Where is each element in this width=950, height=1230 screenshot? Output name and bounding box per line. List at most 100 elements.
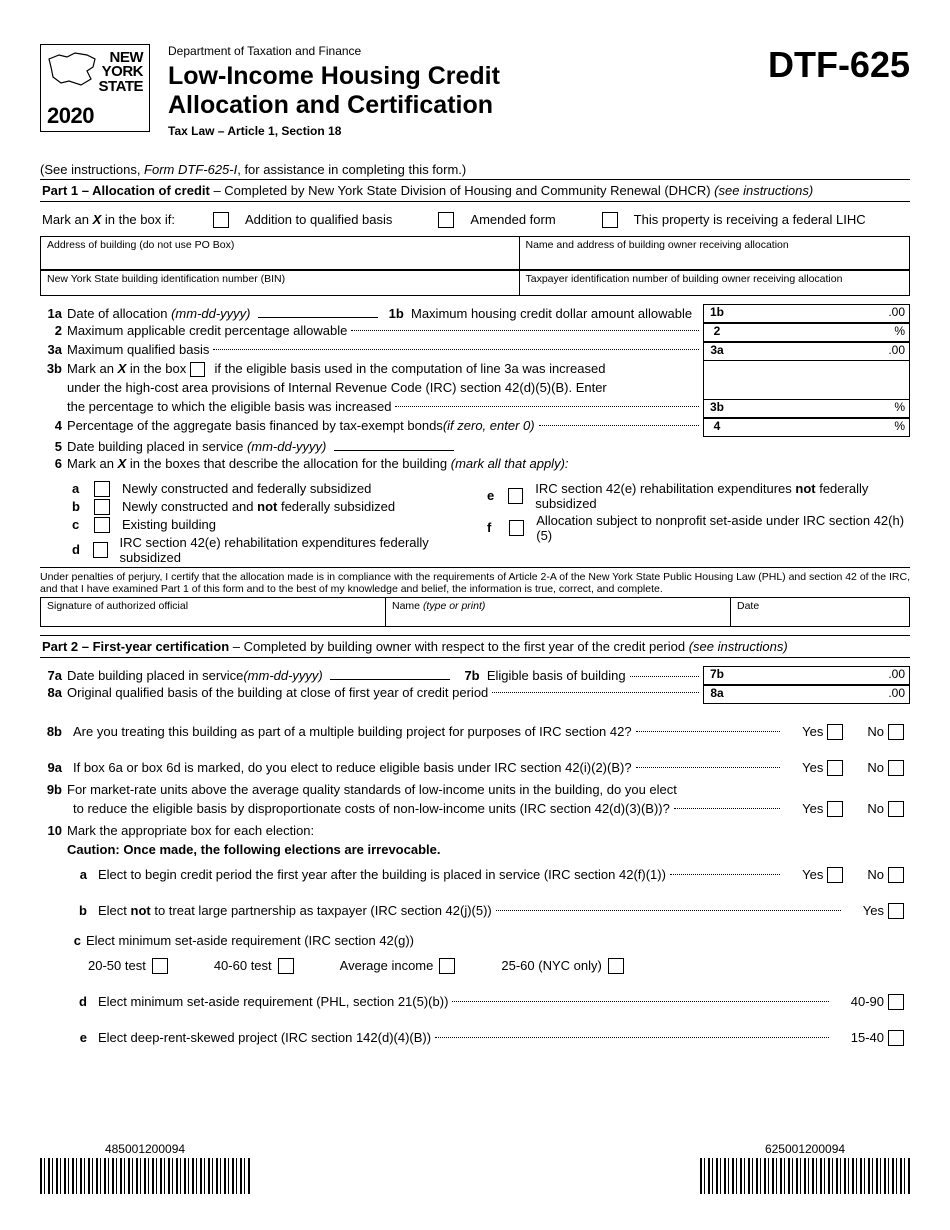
leader (539, 415, 699, 426)
form-title-l2: Allocation and Certification (168, 91, 712, 120)
l10a-txt: Elect to begin credit period the first y… (98, 867, 666, 882)
chk-6d[interactable] (93, 542, 108, 558)
q9b-a: For market-rate units above the average … (67, 782, 910, 797)
bin-field[interactable]: New York State building identification n… (40, 271, 519, 295)
l4-cell: 4 (703, 418, 730, 437)
sig-name[interactable]: Name (type or print) (385, 598, 730, 626)
chk-10b-yes[interactable] (888, 903, 904, 919)
mark-x: X (93, 212, 102, 227)
owner-address-field[interactable]: Name and address of building owner recei… (519, 237, 911, 269)
opt-addition: Addition to qualified basis (245, 212, 392, 227)
l10-txt: Mark the appropriate box for each electi… (67, 823, 910, 838)
l5-input[interactable] (334, 437, 454, 451)
chk-10a-yes[interactable] (827, 867, 843, 883)
l4-txt: Percentage of the aggregate basis financ… (67, 418, 443, 433)
l1b-value[interactable]: .00 (730, 304, 910, 323)
chk-6b[interactable] (94, 499, 110, 515)
l3b-a: if the eligible basis used in the comput… (211, 361, 606, 376)
instructions-note: (See instructions, Form DTF-625-I, for a… (40, 162, 910, 177)
no-lbl: No (867, 801, 884, 816)
chk-9a-yes[interactable] (827, 760, 843, 776)
chk-6f[interactable] (509, 520, 525, 536)
opt-4060: 40-60 test (214, 958, 272, 973)
c6b-a: Newly constructed and (122, 499, 257, 514)
l3a-txt: Maximum qualified basis (67, 342, 209, 357)
chk-2560[interactable] (608, 958, 624, 974)
chk-6c[interactable] (94, 517, 110, 533)
chk-9b-no[interactable] (888, 801, 904, 817)
chk-8b-yes[interactable] (827, 724, 843, 740)
q9a-txt: If box 6a or box 6d is marked, do you el… (73, 760, 632, 775)
chk-10e[interactable] (888, 1030, 904, 1046)
form-code: DTF-625 (730, 44, 910, 138)
l3a-value[interactable]: .00 (730, 342, 910, 361)
instr-pre: (See instructions, (40, 162, 144, 177)
l3b-value[interactable]: % (730, 399, 910, 418)
barcode-right: 625001200094 (700, 1142, 910, 1194)
part1-bar: Part 1 – Allocation of credit – Complete… (40, 179, 910, 202)
building-address-field[interactable]: Address of building (do not use PO Box) (40, 237, 519, 269)
part2-bar-italic: (see instructions) (689, 639, 788, 654)
l10b-a: Elect (98, 903, 131, 918)
chk-addition[interactable] (213, 212, 229, 228)
chk-9a-no[interactable] (888, 760, 904, 776)
chk-federal-lihc[interactable] (602, 212, 618, 228)
l2-value[interactable]: % (730, 323, 910, 342)
l7b-value[interactable]: .00 (730, 666, 910, 685)
chk-amended[interactable] (438, 212, 454, 228)
part2-bar-strong: Part 2 – First-year certification (42, 639, 229, 654)
instr-post: , for assistance in completing this form… (237, 162, 466, 177)
chk-2050[interactable] (152, 958, 168, 974)
c6e: IRC section 42(e) rehabilitation expendi… (535, 481, 910, 511)
part2-bar-rest: – Completed by building owner with respe… (229, 639, 689, 654)
perjury-text: Under penalties of perjury, I certify th… (40, 567, 910, 597)
l10e-lett: e (73, 1030, 92, 1045)
c6e-a: IRC section 42(e) rehabilitation expendi… (535, 481, 795, 496)
spacer (703, 361, 730, 380)
l8a-value[interactable]: .00 (730, 685, 910, 704)
part2-bar: Part 2 – First-year certification – Comp… (40, 635, 910, 658)
opt-federal: This property is receiving a federal LIH… (634, 212, 866, 227)
chk-6e[interactable] (508, 488, 523, 504)
chk-10d[interactable] (888, 994, 904, 1010)
l7a-fmt: (mm-dd-yyyy) (243, 668, 322, 683)
l1a-fmt: (mm-dd-yyyy) (171, 306, 250, 321)
c6f: Allocation subject to nonprofit set-asid… (536, 513, 910, 543)
l5-txt: Date building placed in service (67, 439, 247, 454)
l1a-body: Date of allocation (mm-dd-yyyy) 1b Maxim… (67, 304, 703, 321)
l10b-b: not (131, 903, 151, 918)
l7a-input[interactable] (330, 666, 450, 680)
no-lbl: No (867, 867, 884, 882)
id-row: New York State building identification n… (40, 270, 910, 296)
l4-value[interactable]: % (730, 418, 910, 437)
caution: Caution: Once made, the following electi… (67, 842, 440, 857)
n3b: 3b (40, 361, 67, 376)
n5: 5 (40, 439, 67, 454)
l2-txt: Maximum applicable credit percentage all… (67, 323, 347, 338)
chk-4060[interactable] (278, 958, 294, 974)
spacer (730, 380, 910, 399)
leader (670, 864, 780, 875)
l1a-input[interactable] (258, 304, 378, 318)
l5-body: Date building placed in service (mm-dd-y… (67, 437, 910, 454)
chk-6a[interactable] (94, 481, 110, 497)
l10d-lbl: 40-90 (851, 994, 884, 1009)
sig-official[interactable]: Signature of authorized official (40, 598, 385, 626)
chk-10a-no[interactable] (888, 867, 904, 883)
chk-avg[interactable] (439, 958, 455, 974)
signature-box: Signature of authorized official Name (t… (40, 597, 910, 627)
c6c: Existing building (122, 517, 216, 532)
l10e-row: e Elect deep-rent-skewed project (IRC se… (40, 1030, 910, 1046)
chk-9b-yes[interactable] (827, 801, 843, 817)
chk-3b[interactable] (190, 362, 205, 377)
sig-date[interactable]: Date (730, 598, 910, 626)
tin-field[interactable]: Taxpayer identification number of buildi… (519, 271, 911, 295)
q9b-b: to reduce the eligible basis by dispropo… (73, 801, 670, 816)
l6-mid: in the boxes that describe the allocatio… (126, 456, 451, 471)
l3b-c: the percentage to which the eligible bas… (67, 399, 391, 414)
chk-8b-no[interactable] (888, 724, 904, 740)
l4-i: (if zero, enter 0) (443, 418, 535, 433)
mark-rest: in the box if: (101, 212, 175, 227)
l6-x: X (118, 456, 127, 471)
header-main: Department of Taxation and Finance Low-I… (168, 44, 712, 138)
